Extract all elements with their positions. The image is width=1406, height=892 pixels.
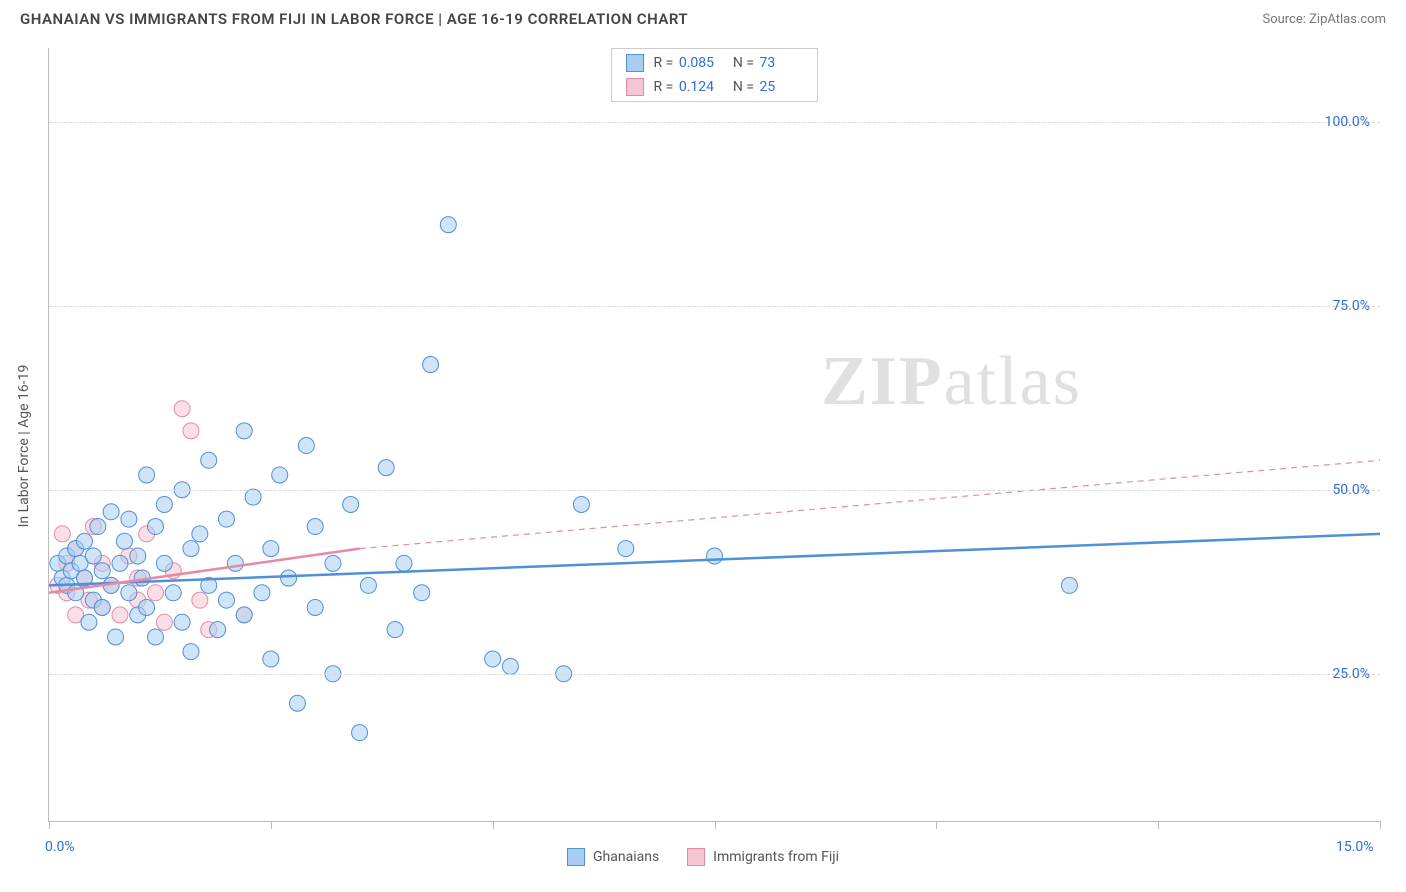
- chart-plot-area: R = 0.085 N = 73 R = 0.124 N = 25 ZIPatl…: [48, 48, 1380, 822]
- r-value: 0.085: [679, 55, 723, 71]
- y-tick-label: 50.0%: [1332, 482, 1370, 498]
- x-tick-label: 0.0%: [45, 839, 75, 855]
- y-tick-label: 75.0%: [1332, 298, 1370, 314]
- n-label: N =: [733, 79, 754, 95]
- y-tick-label: 100.0%: [1325, 114, 1370, 130]
- x-tick-label: 15.0%: [1336, 839, 1374, 855]
- stats-row-ghanaians: R = 0.085 N = 73: [612, 51, 818, 75]
- legend-swatch-ghanaians: [567, 848, 585, 866]
- legend-label: Immigrants from Fiji: [713, 849, 839, 865]
- legend-item-fiji: Immigrants from Fiji: [687, 848, 839, 866]
- legend-item-ghanaians: Ghanaians: [567, 848, 659, 866]
- n-value: 73: [759, 55, 803, 71]
- r-label: R =: [654, 79, 674, 95]
- y-tick-label: 25.0%: [1332, 666, 1370, 682]
- stats-row-fiji: R = 0.124 N = 25: [612, 75, 818, 99]
- swatch-fiji: [626, 78, 644, 96]
- series-legend: Ghanaians Immigrants from Fiji: [567, 848, 839, 866]
- chart-title: GHANAIAN VS IMMIGRANTS FROM FIJI IN LABO…: [20, 10, 688, 28]
- source-attribution: Source: ZipAtlas.com: [1262, 12, 1386, 27]
- legend-swatch-fiji: [687, 848, 705, 866]
- chart-svg: [49, 48, 1380, 821]
- r-label: R =: [654, 55, 674, 71]
- swatch-ghanaians: [626, 54, 644, 72]
- legend-label: Ghanaians: [593, 849, 659, 865]
- n-label: N =: [733, 55, 754, 71]
- stats-legend-box: R = 0.085 N = 73 R = 0.124 N = 25: [611, 48, 819, 102]
- n-value: 25: [759, 79, 803, 95]
- y-axis-label: In Labor Force | Age 16-19: [16, 365, 32, 528]
- r-value: 0.124: [679, 79, 723, 95]
